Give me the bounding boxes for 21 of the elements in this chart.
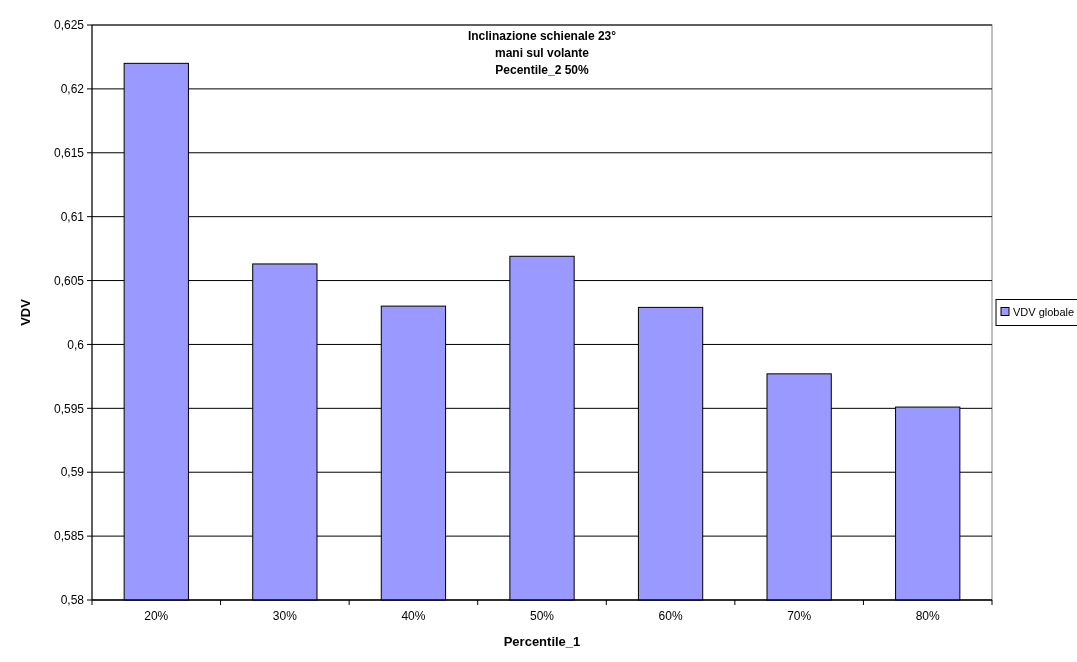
y-tick-label: 0,595: [53, 401, 85, 416]
x-tick-label: 40%: [401, 609, 426, 623]
x-tick-label: 70%: [787, 609, 812, 623]
x-tick-label: 80%: [915, 609, 941, 623]
y-tick-label: 0,61: [60, 209, 85, 224]
y-tick-label: 0,615: [53, 145, 85, 160]
x-tick-label: 50%: [529, 609, 555, 623]
y-tick-label: 0,59: [60, 465, 85, 480]
y-tick-label: 0,605: [53, 273, 85, 288]
y-axis-title: VDV: [18, 298, 33, 326]
x-axis-title: Percentile_1: [503, 634, 581, 649]
y-tick-label: 0,58: [60, 593, 85, 608]
text: Inclinazione schienale 23° mani sul volante Pecentile_2 50%: [467, 29, 617, 77]
x-tick-label: 60%: [658, 609, 683, 623]
x-tick-label: 30%: [272, 609, 298, 623]
y-tick-label: 0,6: [67, 337, 85, 352]
y-tick-label: 0,625: [53, 18, 85, 33]
y-tick-label: 0,62: [60, 82, 85, 97]
x-tick-label: 20%: [144, 609, 169, 623]
legend-label: VDV globale: [1013, 305, 1075, 318]
y-tick-label: 0,585: [53, 529, 85, 544]
